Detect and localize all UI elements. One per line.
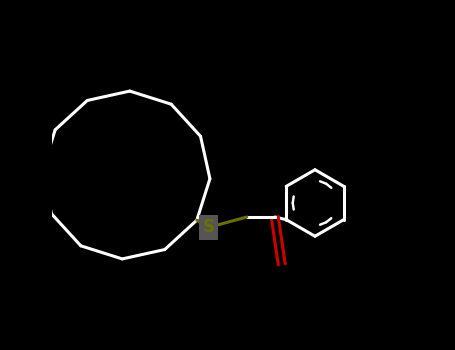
Text: S: S bbox=[202, 218, 214, 237]
